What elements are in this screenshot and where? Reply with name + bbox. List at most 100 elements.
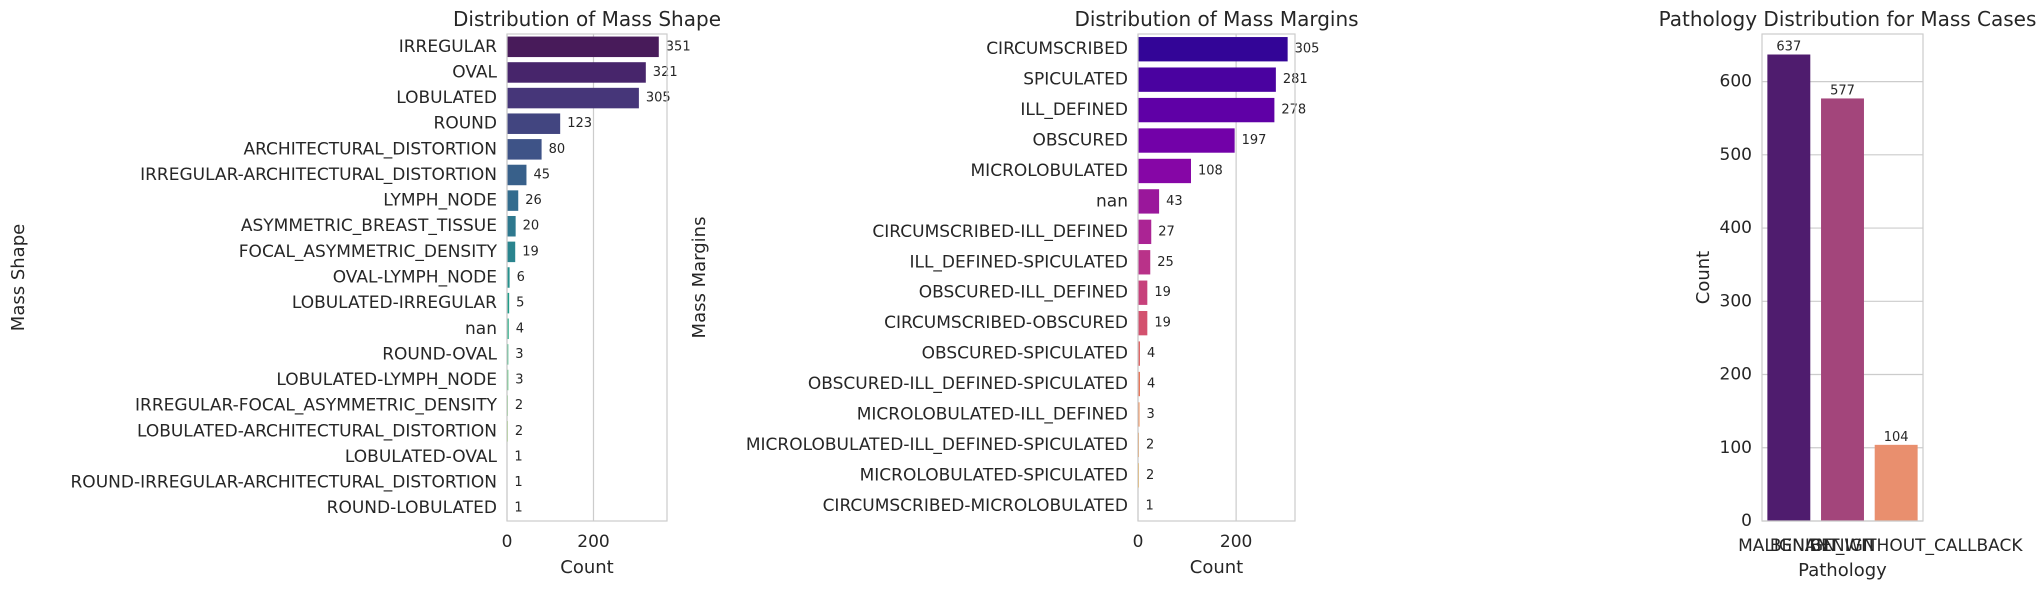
category-label: OBSCURED-SPICULATED	[922, 344, 1128, 364]
data-label: 108	[1198, 163, 1223, 178]
bar	[1138, 371, 1140, 397]
bar	[1874, 444, 1918, 521]
bar	[507, 292, 510, 314]
y-axis-label: Count	[1693, 251, 1714, 304]
data-label: 45	[533, 167, 550, 182]
x-axis-label: Pathology	[1798, 560, 1887, 581]
category-label: OVAL	[452, 62, 497, 82]
data-label: 2	[1146, 437, 1154, 452]
category-label: ROUND-LOBULATED	[327, 498, 497, 518]
category-label: SPICULATED	[1023, 70, 1128, 90]
x-axis-label: Count	[560, 557, 613, 578]
category-label: CIRCUMSCRIBED-ILL_DEFINED	[872, 222, 1128, 242]
category-label: ILL_DEFINED-SPICULATED	[909, 252, 1128, 272]
bar	[1138, 189, 1160, 214]
y-tick-label: 100	[1720, 438, 1752, 458]
x-axis-label: Count	[1190, 557, 1243, 578]
category-label: FOCAL_ASYMMETRIC_DENSITY	[239, 242, 498, 262]
plot-frame	[1137, 33, 1296, 522]
data-label: 104	[1884, 430, 1909, 445]
bar	[507, 215, 516, 237]
plot-frame	[1761, 33, 1924, 522]
data-label: 1	[514, 449, 522, 464]
data-label: 278	[1281, 103, 1306, 118]
data-label: 43	[1166, 194, 1183, 209]
data-label: 2	[1146, 468, 1154, 483]
data-label: 27	[1158, 224, 1175, 239]
category-label: CIRCUMSCRIBED-OBSCURED	[884, 313, 1128, 333]
x-tick-label: 0	[502, 532, 513, 552]
bar	[507, 87, 639, 109]
bar	[507, 190, 519, 211]
data-label: 4	[1147, 346, 1155, 361]
category-label: CIRCUMSCRIBED-MICROLOBULATED	[823, 496, 1128, 516]
bar	[1138, 280, 1148, 305]
data-label: 321	[653, 65, 678, 80]
data-label: 2	[515, 424, 523, 439]
category-label: ASYMMETRIC_BREAST_TISSUE	[241, 216, 497, 236]
chart-title: Pathology Distribution for Mass Cases	[1659, 7, 2037, 31]
bar	[1138, 67, 1276, 92]
y-tick-label: 200	[1720, 365, 1752, 385]
data-label: 5	[516, 296, 524, 311]
data-label: 3	[515, 347, 523, 362]
y-tick-label: 600	[1720, 72, 1752, 92]
category-label: LOBULATED-ARCHITECTURAL_DISTORTION	[137, 421, 497, 441]
category-label: MICROLOBULATED-SPICULATED	[860, 465, 1128, 485]
data-label: 637	[1776, 40, 1801, 55]
y-tick-label: 300	[1720, 291, 1752, 311]
category-label: IRREGULAR-FOCAL_ASYMMETRIC_DENSITY	[135, 396, 498, 416]
data-label: 305	[646, 91, 671, 106]
category-label: MICROLOBULATED	[971, 161, 1128, 181]
x-tick-label: MALIGNANT	[1738, 536, 1840, 556]
data-label: 25	[1157, 255, 1174, 270]
bar	[507, 164, 527, 186]
data-label: 1	[514, 501, 522, 516]
bar	[507, 36, 659, 58]
bar	[1138, 128, 1235, 153]
chart-2: 637 MALIGNANT 577 BENIGN 104 BENIGN_WITHOUT_C…	[1659, 7, 2037, 581]
data-label: 19	[1154, 316, 1171, 331]
category-label: OVAL-LYMPH_NODE	[333, 268, 497, 288]
x-tick-label: BENIGN_WITHOUT_CALLBACK	[1770, 536, 2024, 556]
data-label: 3	[515, 373, 523, 388]
bar	[507, 113, 561, 134]
x-tick-label: 200	[577, 532, 609, 552]
bar	[1138, 37, 1288, 62]
bar	[1138, 158, 1191, 184]
data-label: 197	[1242, 133, 1267, 148]
category-label: ROUND-IRREGULAR-ARCHITECTURAL_DISTORTION	[71, 473, 498, 493]
data-label: 19	[522, 244, 539, 259]
category-label: MICROLOBULATED-ILL_DEFINED-SPICULATED	[746, 435, 1128, 455]
category-label: IRREGULAR-ARCHITECTURAL_DISTORTION	[140, 165, 497, 185]
bar	[1138, 310, 1148, 336]
bar	[1138, 97, 1275, 123]
data-label: 80	[549, 142, 566, 157]
data-label: 1	[514, 475, 522, 490]
category-label: IRREGULAR	[399, 37, 497, 57]
category-label: LOBULATED-OVAL	[345, 447, 498, 467]
chart-title: Distribution of Mass Margins	[1074, 7, 1358, 31]
bar	[507, 241, 516, 263]
chart-0: IRREGULAR 3 5 1 OVAL 321 LOBULATED 305 ROUND 1 2 3 A…	[8, 7, 721, 578]
category-label: LOBULATED-LYMPH_NODE	[276, 370, 497, 390]
bar	[1821, 98, 1864, 521]
category-label: MICROLOBULATED-ILL_DEFINED	[857, 404, 1128, 424]
y-axis-label: Mass Margins	[689, 217, 710, 339]
y-tick-label: 0	[1741, 511, 1752, 531]
category-label: ROUND	[434, 114, 497, 134]
bar	[1138, 250, 1151, 275]
category-label: LYMPH_NODE	[383, 191, 497, 211]
category-label: OBSCURED-ILL_DEFINED	[919, 283, 1128, 303]
bar	[1138, 402, 1140, 427]
bar	[507, 267, 510, 288]
bar	[507, 318, 509, 340]
data-label: 577	[1830, 83, 1855, 98]
data-label: 1	[1145, 498, 1153, 513]
data-label: 4	[516, 321, 524, 336]
category-label: OBSCURED	[1033, 131, 1129, 151]
category-label: LOBULATED	[396, 88, 497, 108]
x-tick-label: BENIGN	[1809, 536, 1875, 556]
